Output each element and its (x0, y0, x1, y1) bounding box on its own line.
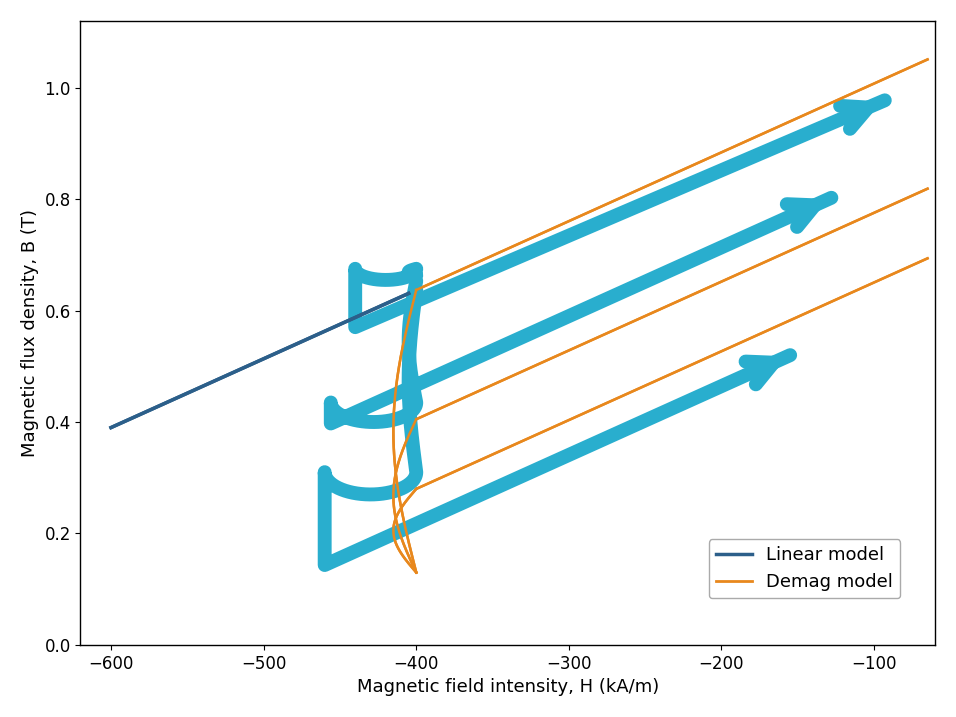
Legend: Linear model, Demag model: Linear model, Demag model (708, 539, 901, 599)
X-axis label: Magnetic field intensity, H (kA/m): Magnetic field intensity, H (kA/m) (357, 678, 659, 696)
Y-axis label: Magnetic flux density, B (T): Magnetic flux density, B (T) (21, 209, 39, 457)
